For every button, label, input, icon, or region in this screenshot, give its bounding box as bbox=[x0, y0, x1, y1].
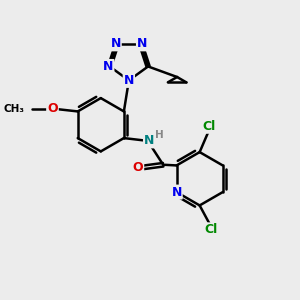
Text: Cl: Cl bbox=[203, 120, 216, 133]
Text: N: N bbox=[171, 186, 182, 199]
Text: N: N bbox=[137, 38, 147, 50]
Text: N: N bbox=[110, 38, 121, 50]
Text: CH₃: CH₃ bbox=[3, 103, 24, 114]
Text: O: O bbox=[133, 161, 143, 174]
Text: O: O bbox=[47, 102, 58, 115]
Text: H: H bbox=[155, 130, 164, 140]
Text: N: N bbox=[144, 134, 154, 147]
Text: N: N bbox=[103, 60, 113, 73]
Text: N: N bbox=[124, 74, 134, 87]
Text: Cl: Cl bbox=[204, 223, 218, 236]
